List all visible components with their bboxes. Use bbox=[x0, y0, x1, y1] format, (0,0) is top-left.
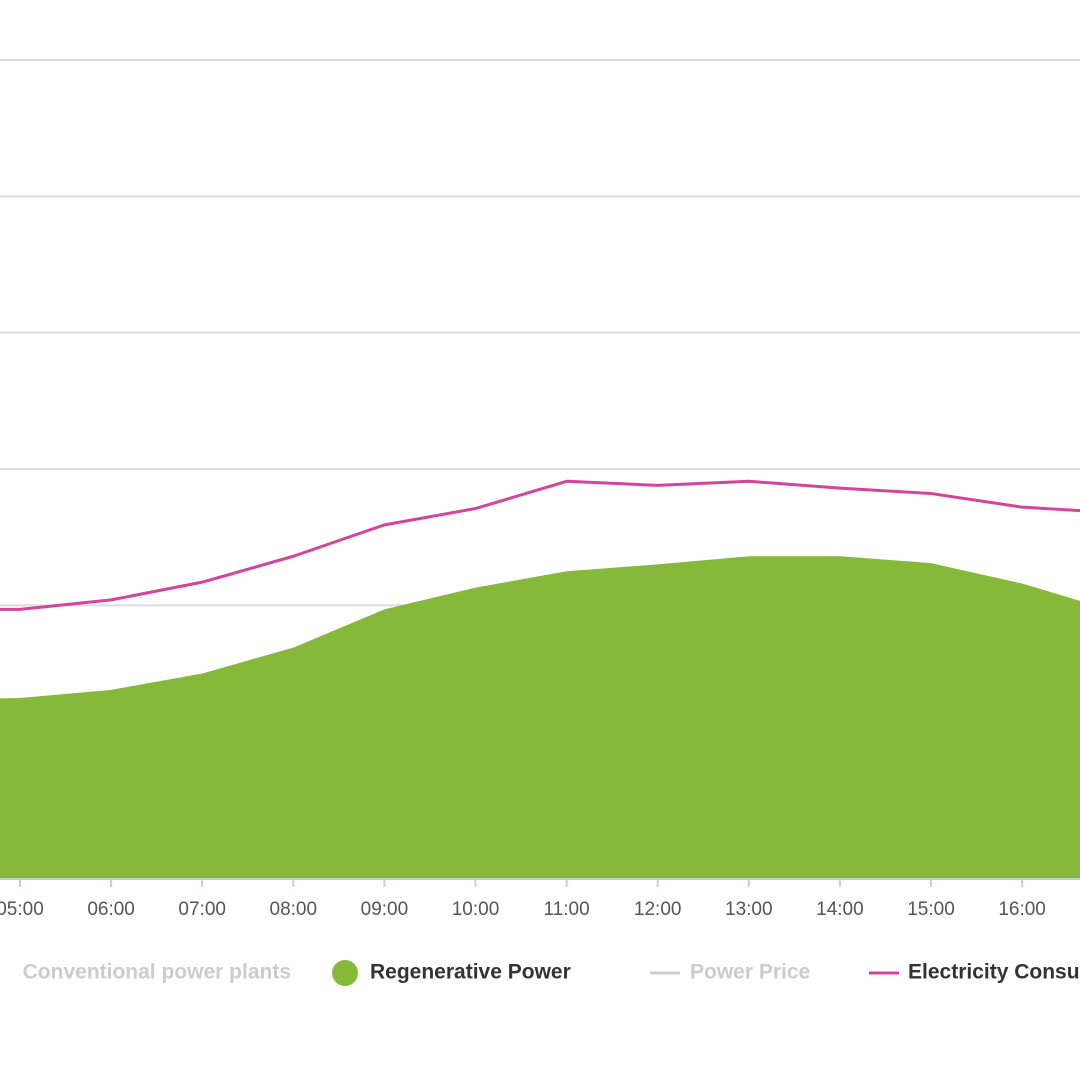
x-tick-label: 11:00 bbox=[544, 899, 590, 920]
legend-symbol bbox=[332, 960, 358, 986]
legend-label[interactable]: Power Price bbox=[690, 961, 810, 984]
legend-label[interactable]: Conventional power plants bbox=[23, 961, 291, 984]
x-tick-label: 07:00 bbox=[178, 899, 226, 920]
area bbox=[0, 556, 1080, 878]
legend-label[interactable]: Electricity Consumption bbox=[908, 961, 1080, 984]
x-tick-label: 13:00 bbox=[725, 899, 773, 920]
x-tick-label: 15:00 bbox=[907, 899, 955, 920]
x-tick-label: 14:00 bbox=[816, 899, 864, 920]
line bbox=[0, 479, 1080, 611]
x-tick-label: 10:00 bbox=[452, 899, 500, 920]
legend-label[interactable]: Regenerative Power bbox=[370, 961, 571, 984]
x-tick-label: 12:00 bbox=[634, 899, 682, 920]
x-tick-label: 08:00 bbox=[270, 899, 318, 920]
x-tick-label: 09:00 bbox=[361, 899, 409, 920]
x-tick-label: 05:00 bbox=[0, 899, 44, 920]
x-tick-label: 06:00 bbox=[87, 899, 135, 920]
x-tick-label: 16:00 bbox=[998, 899, 1046, 920]
